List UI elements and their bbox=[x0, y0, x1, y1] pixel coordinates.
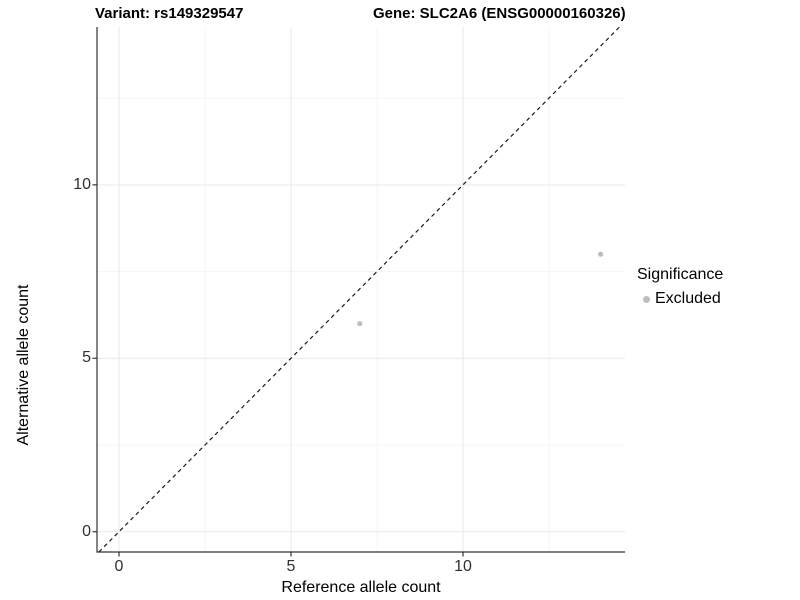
data-point bbox=[597, 251, 604, 257]
x-axis-title: Reference allele count bbox=[281, 579, 441, 596]
gene-title: Gene: SLC2A6 (ENSG00000160326) bbox=[373, 5, 626, 22]
x-tick-label: 5 bbox=[286, 558, 296, 575]
y-tick-label: 0 bbox=[82, 522, 91, 540]
legend-point-icon bbox=[643, 295, 650, 303]
legend-entry: Excluded bbox=[643, 290, 721, 308]
y-tick-label: 10 bbox=[73, 175, 91, 193]
legend-entry-label: Excluded bbox=[655, 290, 721, 307]
y-axis-title: Alternative allele count bbox=[15, 284, 32, 446]
x-tick-label: 10 bbox=[454, 558, 472, 575]
data-point bbox=[357, 320, 363, 327]
legend-title: Significance bbox=[637, 266, 724, 283]
variant-title: Variant: rs149329547 bbox=[95, 5, 244, 22]
y-tick-label: 5 bbox=[82, 349, 91, 367]
identity-dashed-line bbox=[98, 26, 620, 553]
x-tick-label: 0 bbox=[114, 558, 124, 575]
